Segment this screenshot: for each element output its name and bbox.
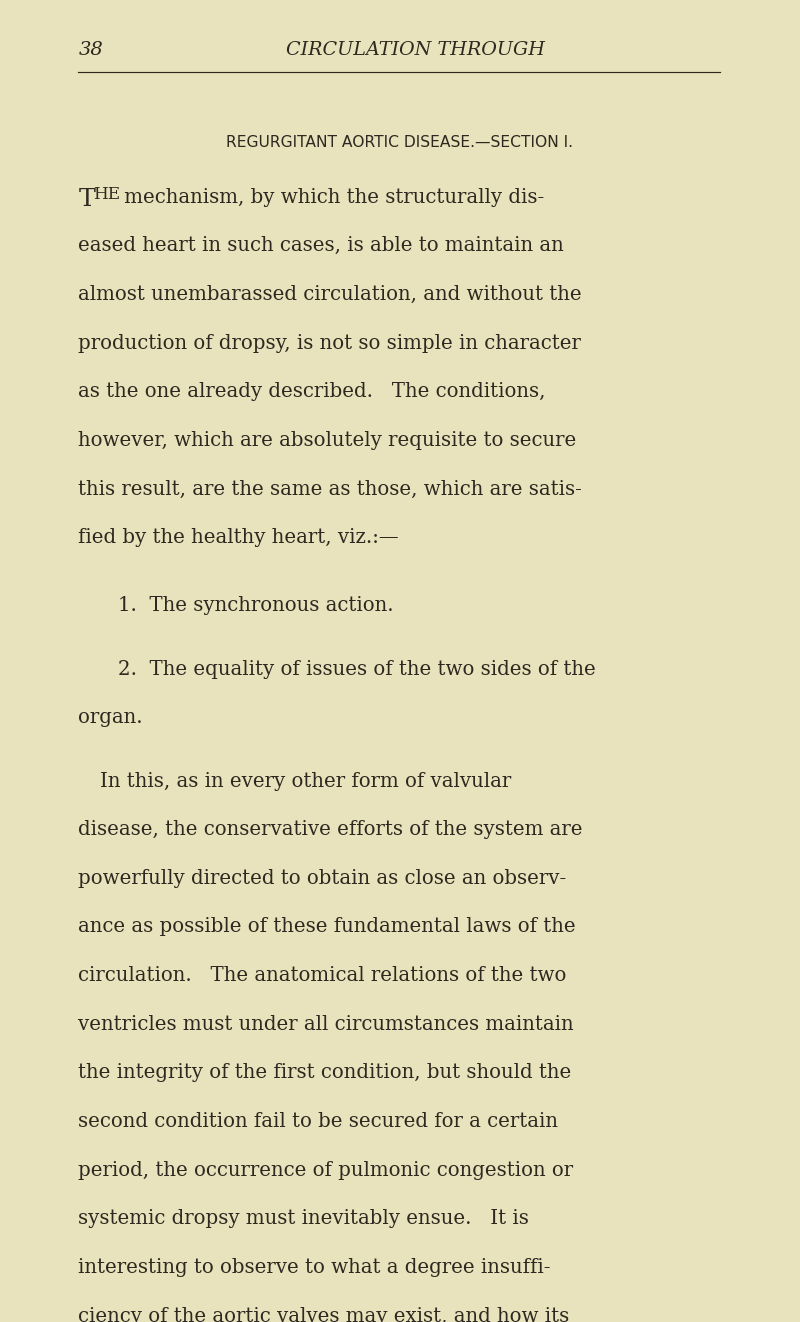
Text: systemic dropsy must inevitably ensue.   It is: systemic dropsy must inevitably ensue. I… — [78, 1210, 530, 1228]
Text: mechanism, by which the structurally dis-: mechanism, by which the structurally dis… — [118, 188, 544, 206]
Text: In this, as in every other form of valvular: In this, as in every other form of valvu… — [100, 772, 511, 791]
Text: production of dropsy, is not so simple in character: production of dropsy, is not so simple i… — [78, 333, 582, 353]
Text: ance as possible of these fundamental laws of the: ance as possible of these fundamental la… — [78, 917, 576, 936]
Text: 1.  The synchronous action.: 1. The synchronous action. — [118, 596, 394, 615]
Text: second condition fail to be secured for a certain: second condition fail to be secured for … — [78, 1112, 558, 1132]
Text: ciency of the aortic valves may exist, and how its: ciency of the aortic valves may exist, a… — [78, 1306, 570, 1322]
Text: organ.: organ. — [78, 709, 143, 727]
Text: almost unembarassed circulation, and without the: almost unembarassed circulation, and wit… — [78, 286, 582, 304]
Text: eased heart in such cases, is able to maintain an: eased heart in such cases, is able to ma… — [78, 237, 564, 255]
Text: disease, the conservative efforts of the system are: disease, the conservative efforts of the… — [78, 820, 583, 839]
Text: fied by the healthy heart, viz.:—: fied by the healthy heart, viz.:— — [78, 529, 399, 547]
Text: the integrity of the first condition, but should the: the integrity of the first condition, bu… — [78, 1063, 572, 1083]
Text: period, the occurrence of pulmonic congestion or: period, the occurrence of pulmonic conge… — [78, 1161, 574, 1179]
Text: REGURGITANT AORTIC DISEASE.—SECTION I.: REGURGITANT AORTIC DISEASE.—SECTION I. — [226, 135, 573, 149]
Text: interesting to observe to what a degree insuffi-: interesting to observe to what a degree … — [78, 1259, 551, 1277]
Text: 2.  The equality of issues of the two sides of the: 2. The equality of issues of the two sid… — [118, 660, 596, 678]
Text: as the one already described.   The conditions,: as the one already described. The condit… — [78, 382, 546, 402]
Text: this result, are the same as those, which are satis-: this result, are the same as those, whic… — [78, 480, 582, 498]
Text: HE: HE — [93, 185, 120, 202]
Text: CIRCULATION THROUGH: CIRCULATION THROUGH — [286, 41, 545, 58]
Text: ventricles must under all circumstances maintain: ventricles must under all circumstances … — [78, 1015, 574, 1034]
Text: circulation.   The anatomical relations of the two: circulation. The anatomical relations of… — [78, 966, 566, 985]
Text: powerfully directed to obtain as close an observ-: powerfully directed to obtain as close a… — [78, 869, 566, 888]
Text: however, which are absolutely requisite to secure: however, which are absolutely requisite … — [78, 431, 577, 449]
Text: T: T — [78, 188, 95, 210]
Text: 38: 38 — [78, 41, 103, 58]
